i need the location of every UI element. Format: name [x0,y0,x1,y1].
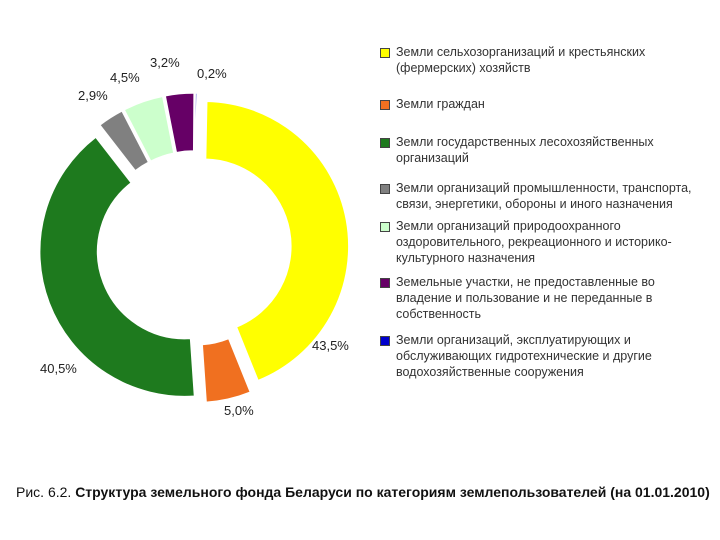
legend-swatch [380,100,390,110]
slice-label-0: 43,5% [312,338,349,353]
legend-label: Земельные участки, не предоставленные во… [396,275,655,321]
slice-label-4: 4,5% [110,70,140,85]
donut-slice-6 [194,92,198,152]
legend-label: Земли организаций природоохранного оздор… [396,219,672,265]
legend-label: Земли государственных лесохозяйственных … [396,135,654,165]
donut-slices [38,92,350,404]
donut-slice-3 [98,109,150,172]
legend-item-3: Земли организаций промышленности, трансп… [380,180,700,212]
legend-label: Земли организаций, эксплуатирующих и обс… [396,333,652,379]
donut-slice-5 [164,92,195,154]
legend-label: Земли организаций промышленности, трансп… [396,181,692,211]
donut-chart: 43,5% 5,0% 40,5% 2,9%4,5% 3,2% 0,2% [38,55,350,418]
legend-swatch [380,336,390,346]
legend-item-0: Земли сельхозорганизаций и крестьянских … [380,44,700,76]
legend-swatch [380,184,390,194]
legend-swatch [380,48,390,58]
legend-label: Земли сельхозорганизаций и крестьянских … [396,45,646,75]
donut-slice-0 [204,100,350,382]
slice-label-3: 2,9% [78,88,108,103]
legend-item-5: Земельные участки, не предоставленные во… [380,274,700,322]
slice-value-labels: 43,5% 5,0% 40,5% 2,9%4,5% 3,2% 0,2% [40,55,349,418]
slice-label-6: 0,2% [197,66,227,81]
legend-swatch [380,222,390,232]
caption-prefix: Рис. 6.2. [16,484,72,500]
donut-slice-2 [38,135,196,398]
legend-label: Земли граждан [396,97,485,111]
legend-swatch [380,278,390,288]
figure-caption: Рис. 6.2. Структура земельного фонда Бел… [16,484,710,500]
legend-item-4: Земли организаций природоохранного оздор… [380,218,700,266]
slice-label-1: 5,0% [224,403,254,418]
legend-item-1: Земли граждан [380,96,700,112]
donut-slice-1 [201,337,252,404]
caption-title: Структура земельного фонда Беларуси по к… [75,484,710,500]
chart-legend: Земли сельхозорганизаций и крестьянских … [380,44,700,380]
legend-item-6: Земли организаций, эксплуатирующих и обс… [380,332,700,380]
legend-swatch [380,138,390,148]
legend-item-2: Земли государственных лесохозяйственных … [380,134,700,166]
slice-label-5: 3,2% [150,55,180,70]
slice-label-2: 40,5% [40,361,77,376]
donut-slice-4 [123,95,175,163]
